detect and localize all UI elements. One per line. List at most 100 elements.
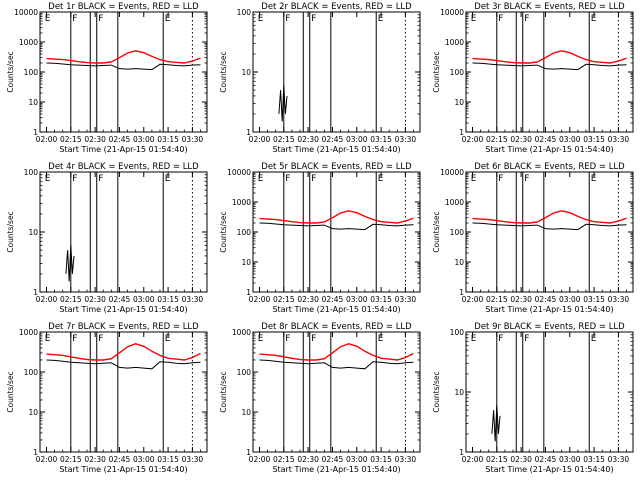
x-tick-label: 03:30 — [608, 135, 630, 144]
events-series-line — [65, 245, 75, 282]
panel-title: Det 6r BLACK = Events, RED = LLD — [474, 162, 625, 172]
x-tick-label: 03:00 — [559, 455, 581, 464]
panel-6: Det 6r BLACK = Events, RED = LLD 1 10 100 10… — [432, 162, 634, 314]
plot-frame — [252, 11, 421, 133]
y-tick-label: 100 — [450, 328, 465, 337]
plot-frame — [39, 331, 208, 453]
y-axis-label: Counts/sec — [432, 211, 441, 252]
x-tick-label: 03:30 — [608, 295, 630, 304]
marker-letter: E — [471, 14, 477, 24]
x-tick-label: 03:30 — [395, 455, 417, 464]
marker-letter: E — [591, 334, 597, 344]
x-tick-label: 02:00 — [36, 455, 58, 464]
panel-3: Det 3r BLACK = Events, RED = LLD 1 10 100 10… — [432, 2, 634, 154]
x-tick-label: 02:15 — [273, 135, 295, 144]
x-tick-label: 03:15 — [370, 295, 392, 304]
x-tick-label: 02:00 — [249, 295, 271, 304]
x-tick-label: 02:30 — [510, 295, 532, 304]
x-tick-label: 02:30 — [84, 135, 106, 144]
y-tick-label: 10 — [454, 388, 464, 397]
y-axis-label: Counts/sec — [219, 51, 228, 92]
x-tick-label: 02:15 — [486, 295, 508, 304]
x-tick-label: 02:30 — [297, 455, 319, 464]
y-tick-label: 100 — [24, 68, 39, 77]
x-tick-label: 03:15 — [157, 295, 179, 304]
events-series-line — [278, 85, 288, 122]
panel-title: Det 2r BLACK = Events, RED = LLD — [261, 2, 412, 12]
x-tick-label: 03:00 — [559, 295, 581, 304]
y-tick-label: 100 — [237, 228, 252, 237]
marker-letter: F — [524, 334, 529, 344]
y-tick-label: 1000 — [445, 38, 464, 47]
panel-7: Det 7r BLACK = Events, RED = LLD 1 10 100 10… — [6, 322, 208, 474]
x-tick-label: 02:30 — [297, 135, 319, 144]
panel-title: Det 8r BLACK = Events, RED = LLD — [261, 322, 412, 332]
plot-frame — [39, 171, 208, 293]
y-axis-label: Counts/sec — [432, 371, 441, 412]
x-tick-label: 02:30 — [510, 135, 532, 144]
marker-letter: E — [591, 174, 597, 184]
marker-letter: F — [98, 14, 103, 24]
marker-letter: F — [98, 174, 103, 184]
y-tick-label: 1 — [459, 288, 464, 297]
lld-series-line — [259, 342, 414, 361]
marker-letter: E — [258, 334, 264, 344]
lld-series-line — [472, 210, 627, 224]
y-tick-label: 10 — [241, 68, 251, 77]
marker-letter: E — [165, 334, 171, 344]
marker-letter: F — [311, 174, 316, 184]
x-tick-label: 02:45 — [535, 135, 557, 144]
x-tick-label: 02:15 — [60, 455, 82, 464]
lld-series-line — [259, 210, 414, 224]
x-tick-label: 02:45 — [322, 135, 344, 144]
x-tick-label: 03:15 — [370, 455, 392, 464]
panel-title: Det 4r BLACK = Events, RED = LLD — [48, 162, 199, 172]
events-series-line — [491, 405, 501, 442]
x-axis-label: Start Time (21-Apr-15 01:54:40) — [272, 305, 400, 314]
y-tick-label: 1 — [246, 288, 251, 297]
x-tick-label: 02:45 — [109, 295, 131, 304]
x-tick-label: 03:00 — [133, 135, 155, 144]
marker-letter: F — [311, 334, 316, 344]
y-tick-label: 1 — [246, 128, 251, 137]
events-series-line — [472, 62, 627, 71]
x-tick-label: 02:15 — [60, 135, 82, 144]
panel-5: Det 5r BLACK = Events, RED = LLD 1 10 100 10… — [219, 162, 421, 314]
y-tick-label: 1000 — [445, 198, 464, 207]
x-tick-label: 02:00 — [36, 295, 58, 304]
y-tick-label: 10 — [241, 258, 251, 267]
y-axis-label: Counts/sec — [219, 371, 228, 412]
x-tick-label: 02:15 — [273, 295, 295, 304]
y-tick-label: 10000 — [440, 8, 464, 17]
y-tick-label: 1000 — [19, 328, 38, 337]
marker-letter: E — [45, 14, 51, 24]
marker-letter: E — [258, 174, 264, 184]
plot-frame — [252, 171, 421, 293]
x-tick-label: 02:45 — [535, 295, 557, 304]
panel-8: Det 8r BLACK = Events, RED = LLD 1 10 100 10… — [219, 322, 421, 474]
y-tick-label: 1 — [33, 448, 38, 457]
x-tick-label: 03:15 — [583, 135, 605, 144]
y-tick-label: 1000 — [232, 198, 251, 207]
y-axis-label: Counts/sec — [432, 51, 441, 92]
events-series-line — [259, 359, 414, 370]
x-tick-label: 02:45 — [535, 455, 557, 464]
marker-letter: E — [165, 14, 171, 24]
marker-letter: F — [285, 14, 290, 24]
y-tick-label: 100 — [450, 68, 465, 77]
x-axis-label: Start Time (21-Apr-15 01:54:40) — [59, 465, 187, 474]
marker-letter: E — [45, 174, 51, 184]
marker-letter: F — [498, 14, 503, 24]
y-tick-label: 10 — [28, 408, 38, 417]
y-tick-label: 1000 — [19, 38, 38, 47]
marker-letter: F — [498, 174, 503, 184]
marker-letter: E — [591, 14, 597, 24]
panel-title: Det 7r BLACK = Events, RED = LLD — [48, 322, 199, 332]
plot-frame — [252, 331, 421, 453]
marker-letter: F — [285, 334, 290, 344]
events-series-line — [46, 62, 201, 71]
x-axis-label: Start Time (21-Apr-15 01:54:40) — [485, 465, 613, 474]
x-tick-label: 02:30 — [84, 295, 106, 304]
x-tick-label: 03:30 — [395, 295, 417, 304]
